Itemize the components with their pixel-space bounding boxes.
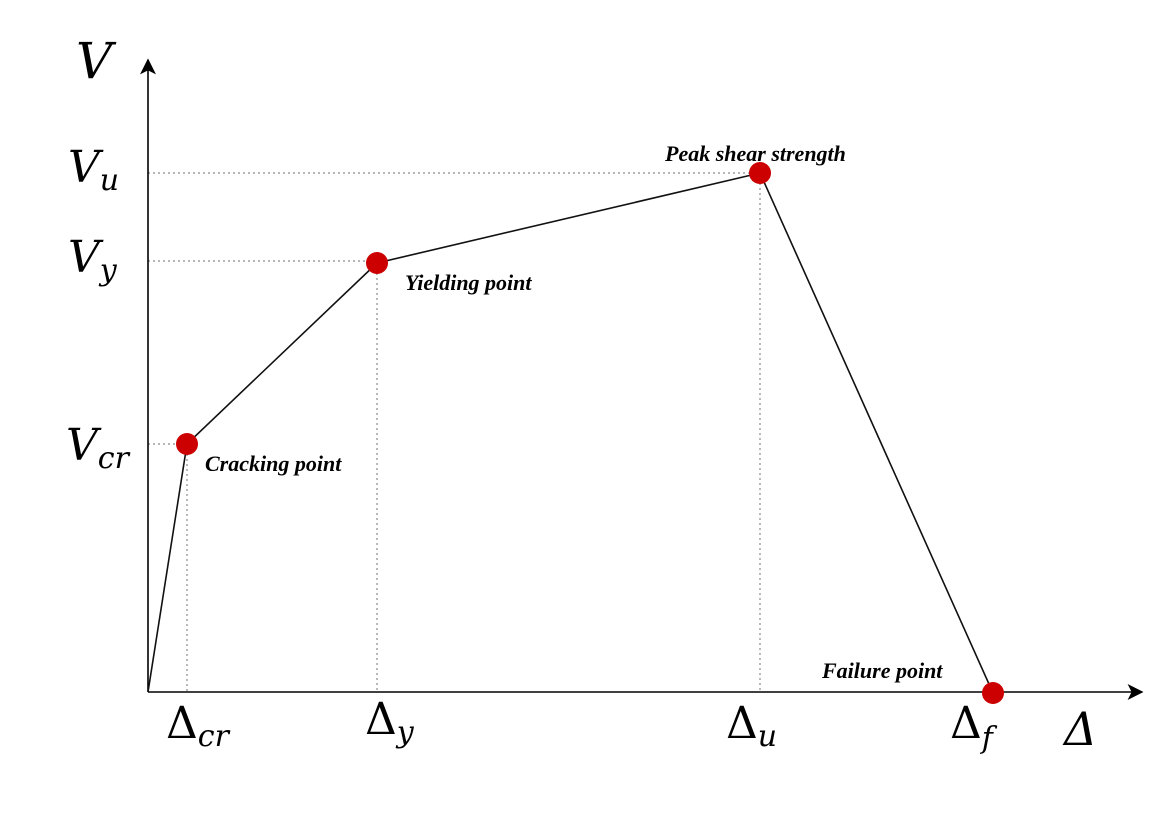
y-level-vcr: Vcr	[66, 420, 131, 476]
x-axis-symbol: Δ	[1062, 702, 1097, 756]
y-level-vy: Vy	[68, 232, 118, 288]
peak-point-marker	[749, 162, 771, 184]
x-level-du: Δu	[726, 698, 777, 754]
backbone-curve	[147, 172, 994, 694]
y-axis-symbol: V	[76, 32, 117, 90]
yielding-point-marker	[366, 252, 388, 274]
yielding-point-label: Yielding point	[405, 270, 532, 295]
cracking-point-marker	[176, 433, 198, 455]
y-level-vu: Vu	[68, 142, 119, 198]
failure-point-label: Failure point	[821, 658, 943, 683]
x-level-dy: Δy	[365, 694, 415, 750]
guide-lines	[148, 172, 761, 692]
cracking-point-label: Cracking point	[205, 451, 342, 476]
x-level-dcr: Δcr	[166, 698, 231, 754]
x-level-df: Δf	[950, 698, 998, 756]
key-points	[176, 162, 1004, 704]
failure-point-marker	[982, 682, 1004, 704]
peak-point-label: Peak shear strength	[664, 141, 846, 166]
